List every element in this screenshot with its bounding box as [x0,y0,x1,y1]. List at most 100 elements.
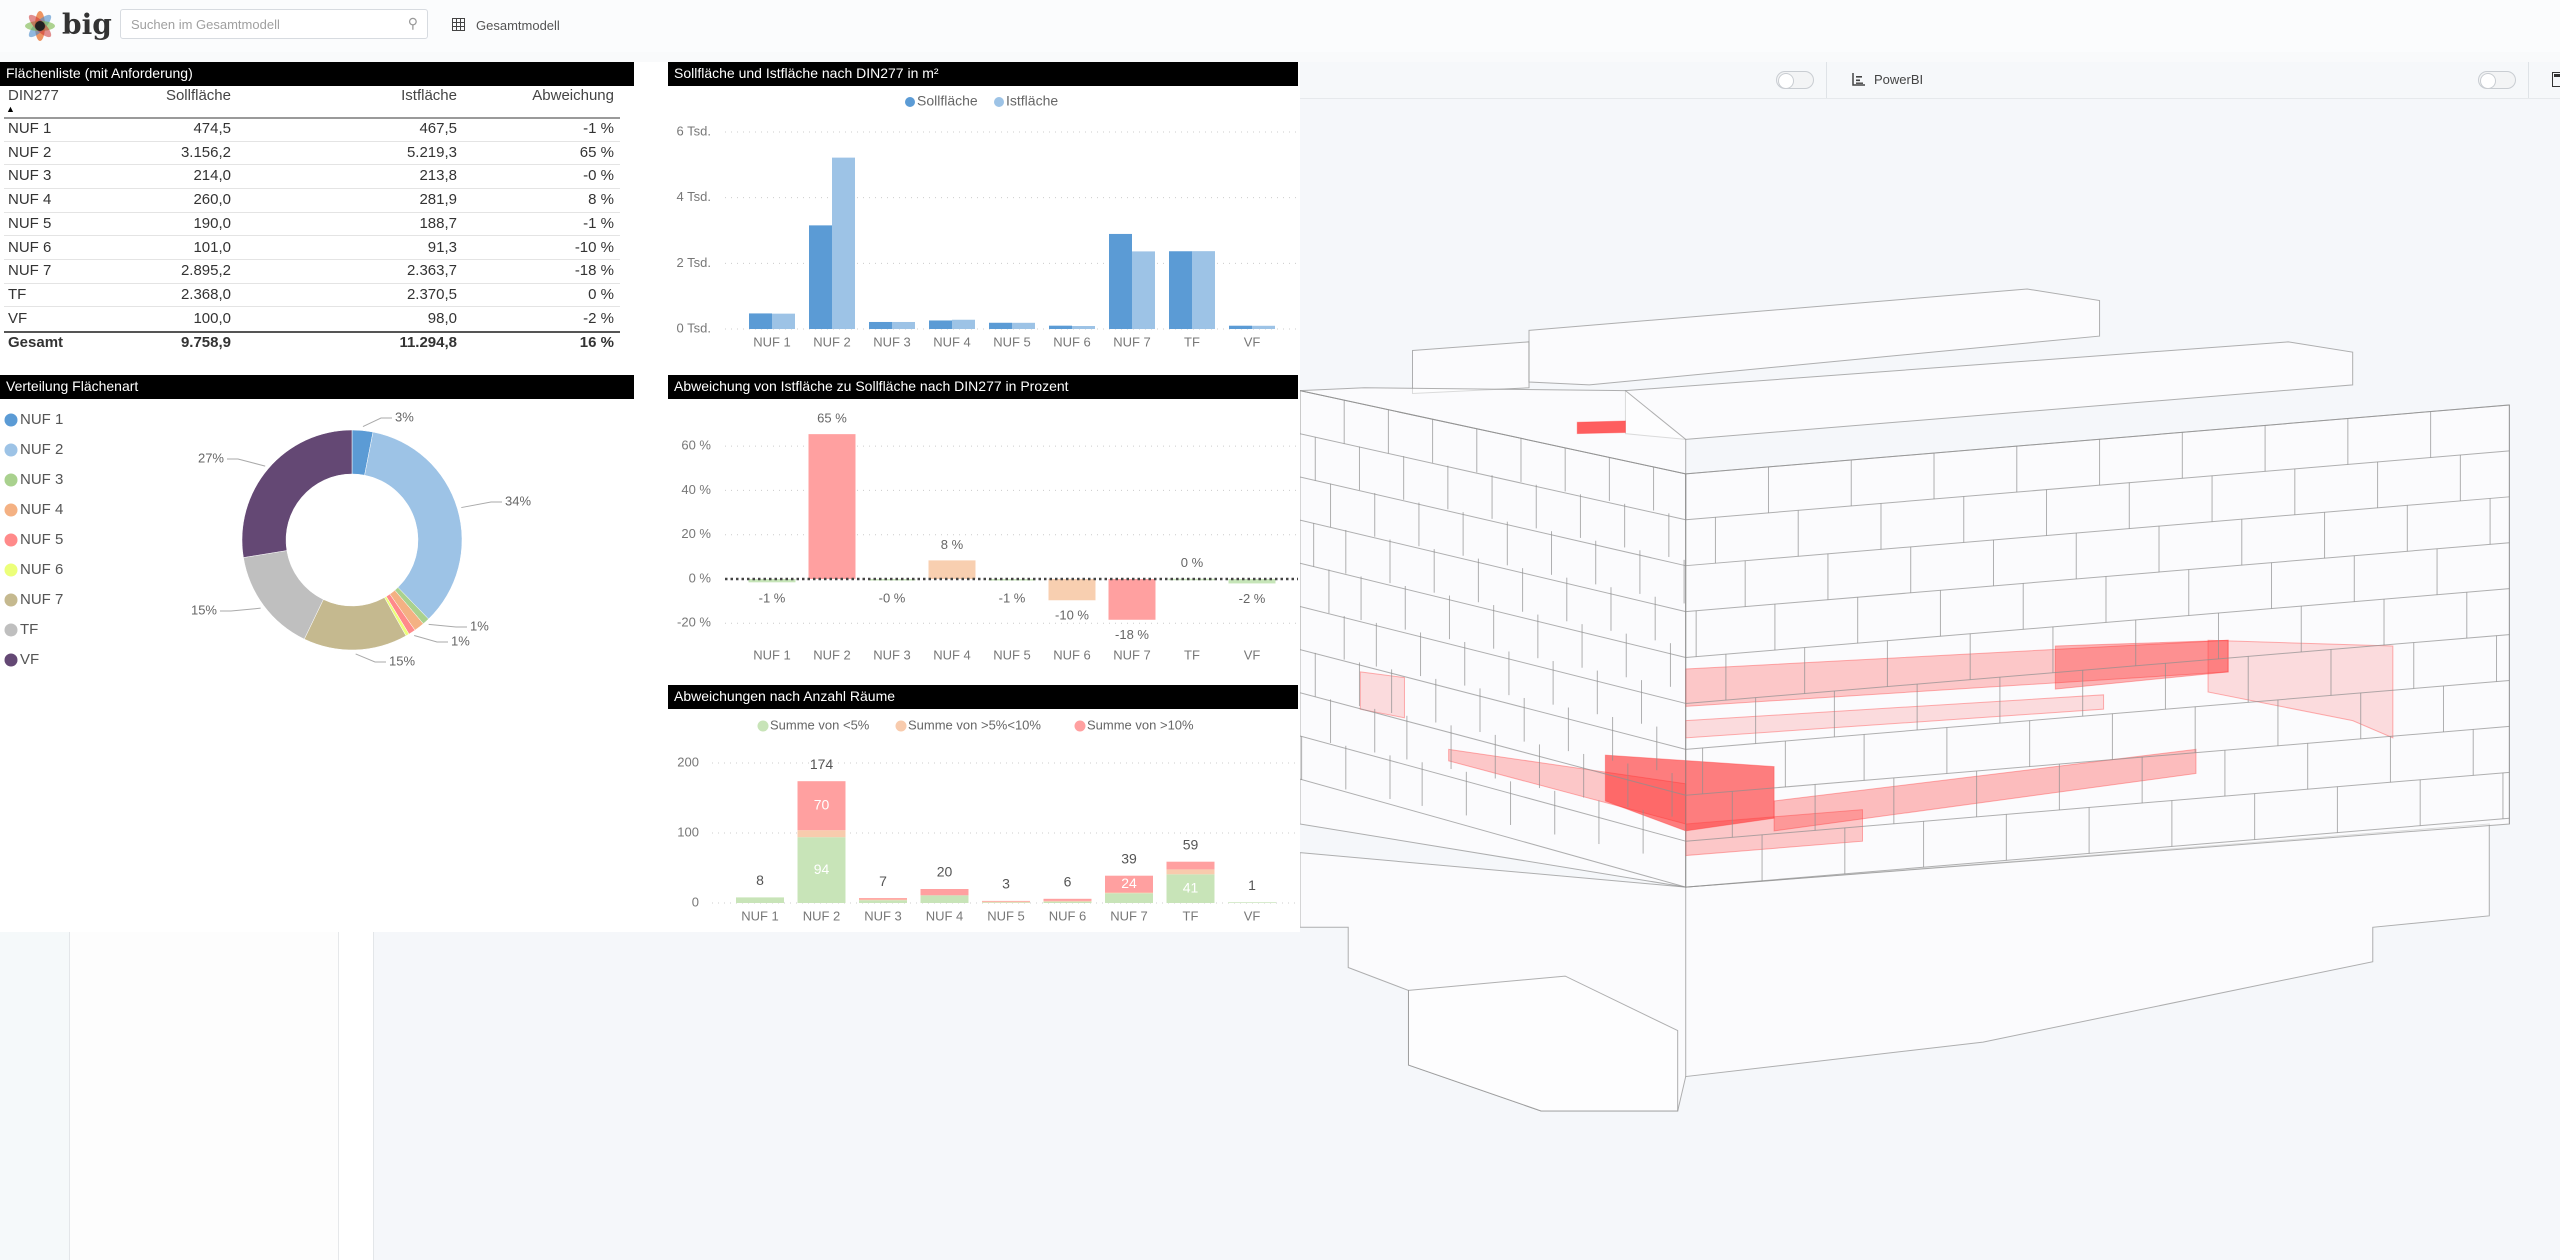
stacked-bar-segment[interactable] [1228,902,1276,903]
panel-toggle[interactable] [1776,71,1814,89]
y-tick-label: 0 % [689,570,712,585]
stacked-bar-segment[interactable] [859,900,907,903]
x-tick-label: NUF 1 [753,647,791,662]
legend-label: NUF 5 [20,531,63,548]
search-icon[interactable]: ⚲ [407,15,418,31]
column-header[interactable]: Sollfläche [165,87,231,104]
search-input[interactable] [121,10,401,38]
viewer-toolbar: PowerBI [1300,62,2560,99]
roof-box [1413,342,1530,394]
bar-sollfläche[interactable] [929,320,952,329]
room-count-stacked-chart: 0 100 200 8 NUF 1 94 70 174 NUF 2 7 NUF 3 20 NUF 4 3 N… [677,717,1296,923]
table-cell: -0 % [583,167,614,185]
highlighted-room [2208,640,2393,738]
table-cell: NUF 3 [8,167,52,185]
deviation-bar[interactable] [928,560,976,579]
x-tick-label: NUF 4 [926,908,964,923]
column-header[interactable]: Abweichung [532,87,614,104]
divider [1826,62,1827,98]
x-tick-label: NUF 2 [813,334,851,349]
bar-istfläche[interactable] [1252,325,1275,329]
stacked-bar-segment[interactable] [1105,893,1153,903]
bar-istfläche[interactable] [1192,251,1215,329]
stacked-bar-segment[interactable] [797,781,846,831]
stacked-bar-segment[interactable] [1166,869,1215,875]
deviation-bar[interactable] [1228,579,1276,584]
y-tick-label: 60 % [681,438,711,453]
legend-marker [4,503,18,517]
bar-sollfläche[interactable] [749,313,772,329]
bar-sollfläche[interactable] [1229,325,1252,329]
stacked-bar-segment[interactable] [859,899,907,901]
bar-istfläche[interactable] [1132,251,1155,329]
stacked-bar-segment[interactable] [920,889,969,896]
bar-sollfläche[interactable] [1049,325,1072,329]
stacked-bar-segment[interactable] [1166,874,1215,903]
segment-label: 24 [1121,875,1137,891]
stacked-bar-segment[interactable] [1043,901,1092,903]
roof-deck [1300,388,1686,474]
bar-istfläche[interactable] [892,321,915,329]
stacked-bar-segment[interactable] [982,901,1030,903]
floor-line [1300,477,1686,566]
calculator-icon[interactable] [2552,72,2560,87]
model-tab[interactable]: Gesamtmodell [476,18,560,33]
donut-slice[interactable] [241,429,353,558]
stacked-bar-segment[interactable] [982,902,1030,903]
building-left-face [1300,391,1686,887]
bar-sollfläche[interactable] [989,322,1012,329]
stacked-bar-segment[interactable] [797,837,846,903]
bar-istfläche[interactable] [832,157,855,329]
legend-label: Summe von <5% [770,717,870,732]
legend-label: VF [20,651,39,668]
divider [2528,62,2529,98]
powerbi-tab[interactable]: PowerBI [1874,72,1924,87]
bar-istfläche[interactable] [1012,322,1035,329]
x-tick-label: NUF 3 [873,334,911,349]
search-box[interactable]: ⚲ [120,9,428,39]
x-tick-label: VF [1244,647,1261,662]
stacked-bar-segment[interactable] [1166,861,1215,870]
bar-istfläche[interactable] [1072,326,1095,329]
deviation-bar[interactable] [1168,578,1216,581]
bar-sollfläche[interactable] [869,321,892,329]
deviation-bar[interactable] [1108,579,1156,620]
deviation-bar[interactable] [748,579,796,583]
legend-label: TF [20,621,38,638]
deviation-bar[interactable] [808,434,856,579]
legend-marker [4,413,18,427]
x-tick-label: NUF 7 [1113,334,1151,349]
building-3d-model[interactable] [1300,250,2560,1150]
bar-sollfläche[interactable] [1169,251,1192,329]
stacked-bar-segment[interactable] [1043,900,1092,902]
stacked-bar-segment[interactable] [920,895,969,903]
legend-label: NUF 2 [20,441,63,458]
table-cell: 98,0 [427,309,457,327]
column-header[interactable]: Istfläche [401,87,457,104]
table-cell: 101,0 [193,238,231,256]
sort-ascending-icon[interactable]: ▲ [6,104,15,114]
stacked-bar-segment[interactable] [1105,875,1153,893]
column-header[interactable]: DIN277 [8,87,59,104]
bar-istfläche[interactable] [952,319,975,329]
building-annex [1408,976,1677,1111]
bar-istfläche[interactable] [772,313,795,329]
big-logo-icon[interactable] [18,6,62,46]
stacked-bar-segment[interactable] [736,897,784,903]
stacked-bar-segment[interactable] [797,830,846,838]
bar-sollfläche[interactable] [809,225,832,329]
powerbi-toggle[interactable] [2478,71,2516,89]
deviation-bar[interactable] [1048,579,1096,601]
stacked-bar-segment[interactable] [982,900,1030,902]
table-cell: 2.363,7 [406,262,457,280]
bar-sollfläche[interactable] [1109,233,1132,329]
stacked-bar-segment[interactable] [1105,892,1153,894]
legend-marker [4,533,18,547]
label-leader-line [220,607,261,612]
donut-slice[interactable] [364,431,463,620]
x-tick-label: NUF 5 [993,647,1031,662]
floor-line [1300,606,1686,703]
y-tick-label: 20 % [681,526,711,541]
stacked-bar-segment[interactable] [1043,898,1092,901]
stacked-bar-segment[interactable] [859,898,907,900]
